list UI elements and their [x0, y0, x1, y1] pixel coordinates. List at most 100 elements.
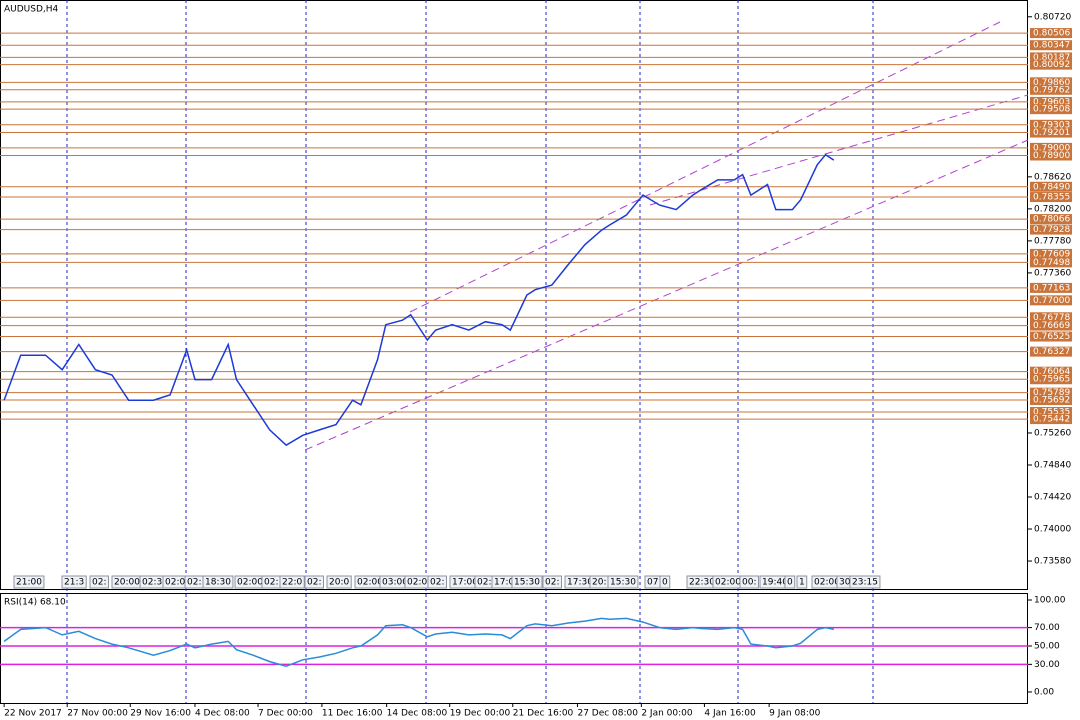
y-tick-label: 0.78200: [1034, 204, 1071, 214]
level-label: 0.79860: [1033, 78, 1070, 88]
session-label: 18:30: [205, 578, 231, 588]
y-tick-label: 0.78620: [1034, 172, 1071, 182]
session-label: 20:0: [329, 578, 349, 588]
level-label: 0.80506: [1033, 29, 1070, 39]
y-tick-label: 0.74000: [1034, 525, 1071, 535]
session-label: 22:30: [689, 578, 715, 588]
x-tick-label: 14 Dec 08:00: [387, 709, 448, 719]
level-tag: [1030, 96, 1072, 107]
level-label: 0.75535: [1033, 408, 1070, 418]
session-label: 02:00: [237, 578, 263, 588]
session-box: [784, 575, 796, 589]
session-label: 02:: [264, 578, 278, 588]
session-label: 21:00: [16, 578, 42, 588]
x-tick-label: 4 Jan 16:00: [704, 709, 756, 719]
session-label: 21:3: [64, 578, 84, 588]
level-label: 0.79508: [1033, 105, 1070, 115]
x-tick-label: 29 Nov 16:00: [130, 709, 191, 719]
level-tag: [1030, 192, 1072, 203]
session-label: 02:30: [142, 578, 168, 588]
level-tag: [1030, 312, 1072, 323]
level-label: 0.76525: [1033, 332, 1070, 342]
level-tag: [1030, 119, 1072, 130]
level-tag: [1030, 224, 1072, 235]
session-label: 17:30: [567, 578, 593, 588]
session-box: [739, 575, 759, 589]
level-label: 0.78900: [1033, 151, 1070, 161]
session-box: [849, 575, 881, 589]
level-label: 0.75692: [1033, 396, 1070, 406]
panel-title: RSI(14) 68.10: [4, 598, 66, 608]
level-label: 0.79603: [1033, 97, 1070, 107]
session-box: [304, 575, 324, 589]
session-label: 20:00: [114, 578, 140, 588]
x-tick-label: 2 Jan 00:00: [641, 709, 693, 719]
level-tag: [1030, 181, 1072, 192]
level-tag: [1030, 407, 1072, 418]
session-label: 0: [787, 578, 793, 588]
session-box: [61, 575, 87, 589]
session-label: 02:00: [814, 578, 840, 588]
session-label: 02:00: [357, 578, 383, 588]
level-tag: [1030, 150, 1072, 161]
session-label: 19:40: [762, 578, 788, 588]
session-box: [202, 575, 234, 589]
session-box: [796, 575, 808, 589]
level-tag: [1030, 331, 1072, 342]
session-label: 0: [662, 578, 668, 588]
y-tick-label: 0.77360: [1034, 268, 1071, 278]
session-box: [13, 575, 45, 589]
panel-title: AUDUSD,H4: [4, 5, 59, 15]
price-line: [3, 617, 834, 667]
y-tick-label: 30.00: [1034, 660, 1060, 670]
level-tag: [1030, 257, 1072, 268]
session-label: 07: [647, 578, 658, 588]
level-tag: [1030, 282, 1072, 293]
y-tick-label: 0.74840: [1034, 460, 1071, 470]
x-tick-label: 27 Dec 08:00: [577, 709, 638, 719]
session-label: 1: [799, 578, 805, 588]
session-box: [542, 575, 562, 589]
session-label: 17:0: [494, 578, 514, 588]
y-tick-label: 0.77780: [1034, 236, 1071, 246]
x-tick-label: 7 Dec 00:00: [258, 709, 313, 719]
level-label: 0.75965: [1033, 375, 1070, 385]
rsi-frame: [0, 593, 1028, 704]
level-tag: [1030, 414, 1072, 425]
session-label: 22:0: [282, 578, 302, 588]
session-label: 02:: [92, 578, 106, 588]
level-tag: [1030, 248, 1072, 259]
level-label: 0.80187: [1033, 53, 1070, 63]
level-tag: [1030, 127, 1072, 138]
session-label: 02:00: [715, 578, 741, 588]
session-label: 00:: [742, 578, 756, 588]
level-label: 0.80347: [1033, 41, 1070, 51]
x-tick-label: 4 Dec 08:00: [195, 709, 250, 719]
session-label: 30: [839, 578, 851, 588]
level-label: 0.77609: [1033, 249, 1070, 259]
session-box: [659, 575, 671, 589]
session-box: [427, 575, 447, 589]
level-tag: [1030, 142, 1072, 153]
level-tag: [1030, 84, 1072, 95]
session-box: [89, 575, 109, 589]
session-label: 02:00: [407, 578, 433, 588]
level-label: 0.76064: [1033, 367, 1070, 377]
session-label: 17:00: [452, 578, 478, 588]
y-tick-label: 70.00: [1034, 623, 1060, 633]
level-label: 0.77498: [1033, 258, 1070, 268]
session-box: [279, 575, 305, 589]
level-label: 0.78066: [1033, 215, 1070, 225]
level-tag: [1030, 387, 1072, 398]
x-tick-label: 11 Dec 16:00: [322, 709, 383, 719]
y-tick-label: 0.73580: [1034, 557, 1071, 567]
session-label: 15:30: [514, 578, 540, 588]
x-tick-label: 9 Jan 08:00: [769, 709, 821, 719]
session-label: 02:: [307, 578, 321, 588]
level-label: 0.77928: [1033, 225, 1070, 235]
level-label: 0.76778: [1033, 313, 1070, 323]
main-frame: [0, 0, 1028, 590]
level-tag: [1030, 214, 1072, 225]
